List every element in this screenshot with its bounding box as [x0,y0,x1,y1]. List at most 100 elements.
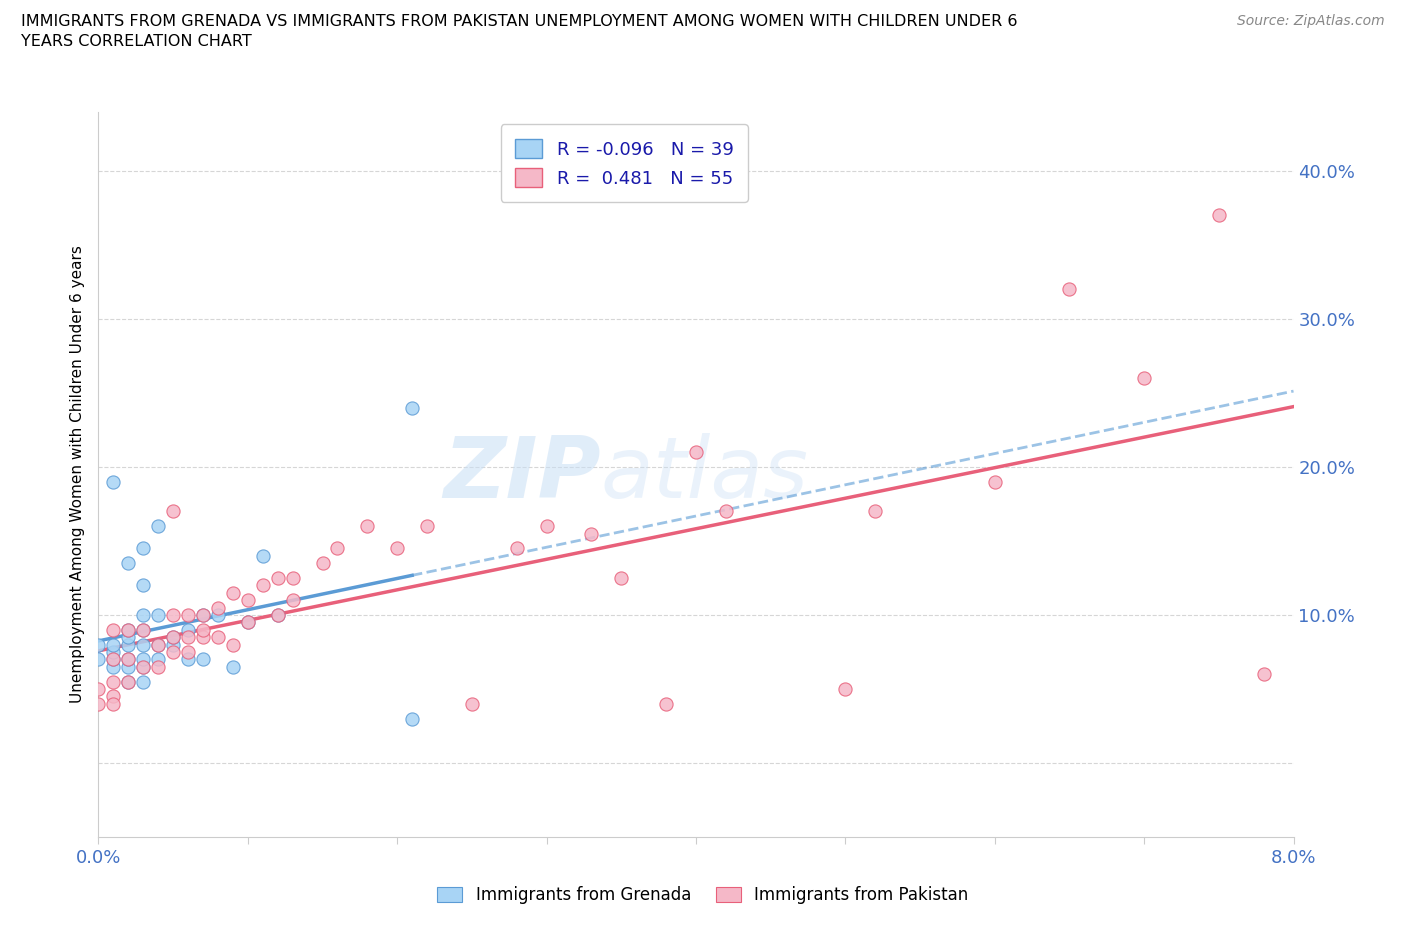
Point [714,504,737,519]
Point [177,622,200,637]
Point [207,630,229,644]
Legend: R = -0.096   N = 39, R =  0.481   N = 55: R = -0.096 N = 39, R = 0.481 N = 55 [501,125,748,202]
Point [236,615,259,630]
Point [222,637,245,652]
Point [103,659,125,674]
Point [207,607,229,622]
Point [252,578,274,592]
Point [236,592,259,607]
Point [103,474,125,489]
Point [132,659,155,674]
Y-axis label: Unemployment Among Women with Children Under 6 years: Unemployment Among Women with Children U… [69,246,84,703]
Point [117,637,139,652]
Point [148,519,170,534]
Point [87,652,110,667]
Point [191,652,214,667]
Point [87,682,110,697]
Point [117,652,139,667]
Point [191,607,214,622]
Point [162,637,184,652]
Point [191,607,214,622]
Point [311,556,333,571]
Point [461,697,484,711]
Point [103,652,125,667]
Point [177,644,200,659]
Point [267,607,290,622]
Point [236,615,259,630]
Point [132,622,155,637]
Text: ZIP: ZIP [443,432,600,516]
Point [222,659,245,674]
Point [1253,667,1275,682]
Point [1208,207,1230,222]
Point [536,519,558,534]
Point [326,541,349,556]
Point [416,519,439,534]
Point [834,682,856,697]
Legend: Immigrants from Grenada, Immigrants from Pakistan: Immigrants from Grenada, Immigrants from… [429,878,977,912]
Point [655,697,678,711]
Point [103,644,125,659]
Point [610,570,633,585]
Text: Source: ZipAtlas.com: Source: ZipAtlas.com [1237,14,1385,28]
Point [222,585,245,600]
Point [103,674,125,689]
Point [581,526,603,541]
Point [356,519,378,534]
Point [865,504,887,519]
Point [162,644,184,659]
Point [132,622,155,637]
Point [103,637,125,652]
Point [191,622,214,637]
Point [148,659,170,674]
Point [401,400,423,415]
Point [281,570,304,585]
Point [267,570,290,585]
Point [132,652,155,667]
Point [191,630,214,644]
Point [177,607,200,622]
Point [117,674,139,689]
Point [1133,371,1156,386]
Point [132,637,155,652]
Point [148,637,170,652]
Point [162,630,184,644]
Point [87,697,110,711]
Point [506,541,529,556]
Point [103,652,125,667]
Point [117,622,139,637]
Text: IMMIGRANTS FROM GRENADA VS IMMIGRANTS FROM PAKISTAN UNEMPLOYMENT AMONG WOMEN WIT: IMMIGRANTS FROM GRENADA VS IMMIGRANTS FR… [21,14,1018,48]
Point [132,607,155,622]
Point [148,607,170,622]
Point [117,630,139,644]
Point [132,659,155,674]
Point [103,689,125,704]
Point [117,622,139,637]
Point [177,652,200,667]
Point [148,652,170,667]
Point [207,600,229,615]
Point [401,711,423,726]
Point [162,630,184,644]
Text: atlas: atlas [600,432,808,516]
Point [117,659,139,674]
Point [87,637,110,652]
Point [132,578,155,592]
Point [385,541,409,556]
Point [103,622,125,637]
Point [281,592,304,607]
Point [1059,282,1081,297]
Point [117,652,139,667]
Point [117,674,139,689]
Point [117,556,139,571]
Point [148,637,170,652]
Point [162,504,184,519]
Point [162,607,184,622]
Point [132,674,155,689]
Point [252,549,274,564]
Point [685,445,707,459]
Point [132,541,155,556]
Point [267,607,290,622]
Point [177,630,200,644]
Point [103,697,125,711]
